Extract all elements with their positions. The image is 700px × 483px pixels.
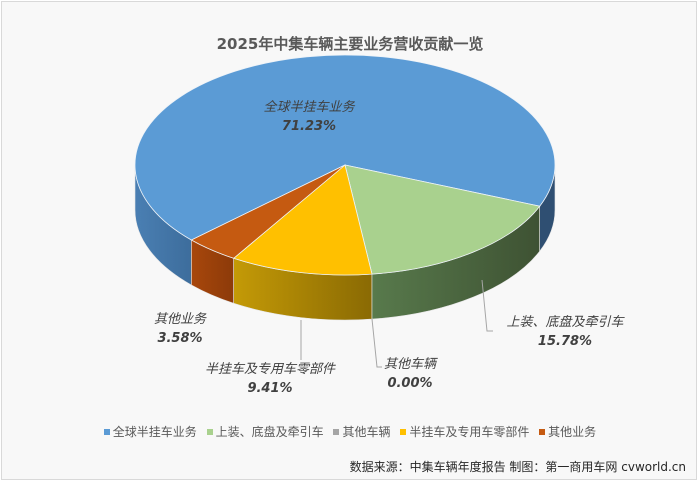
legend-label: 半挂车及专用车零部件 — [409, 425, 530, 439]
data-label-upper-body: 上装、底盘及牵引车 15.78% — [490, 313, 640, 351]
legend-item-global-semitrailer[interactable]: 全球半挂车业务 — [103, 423, 197, 440]
legend-swatch — [400, 428, 407, 435]
slice-global-semitrailer[interactable] — [134, 54, 556, 241]
chart-legend: 全球半挂车业务 上装、底盘及牵引车 其他车辆 半挂车及专用车零部件 其他业务 — [0, 423, 700, 440]
label-name: 上装、底盘及牵引车 — [506, 315, 624, 330]
label-percent: 71.23% — [281, 119, 337, 134]
label-percent: 0.00% — [387, 376, 433, 391]
data-label-parts: 半挂车及专用车零部件 9.41% — [185, 360, 355, 398]
label-name: 半挂车及专用车零部件 — [204, 362, 335, 377]
leader-line-upper-body — [481, 279, 493, 332]
label-name: 全球半挂车业务 — [263, 100, 355, 115]
legend-label: 其他车辆 — [342, 425, 391, 439]
legend-item-parts[interactable]: 半挂车及专用车零部件 — [400, 423, 529, 440]
legend-swatch — [539, 428, 546, 435]
legend-item-other-vehicles[interactable]: 其他车辆 — [333, 423, 391, 440]
legend-label: 其他业务 — [548, 425, 597, 439]
label-name: 其他业务 — [153, 312, 206, 327]
chart-title: 2025年中集车辆主要业务营收贡献一览 — [216, 35, 484, 53]
slice-upper-body[interactable] — [344, 164, 541, 275]
slice-parts[interactable] — [232, 164, 373, 276]
data-label-other-business: 其他业务 3.58% — [140, 310, 220, 348]
legend-item-upper-body[interactable]: 上装、底盘及牵引车 — [206, 423, 324, 440]
label-percent: 9.41% — [247, 381, 293, 396]
label-name: 其他车辆 — [383, 357, 436, 372]
legend-swatch — [206, 428, 213, 435]
legend-label: 全球半挂车业务 — [112, 425, 197, 439]
leader-line-other-vehicles — [371, 318, 382, 368]
source-note: 数据来源：中集车辆年度报告 制图：第一商用车网 cvworld.cn — [349, 460, 686, 474]
slice-other-business[interactable] — [190, 164, 346, 259]
legend-item-other-business[interactable]: 其他业务 — [539, 423, 596, 440]
label-percent: 15.78% — [537, 334, 593, 349]
legend-swatch — [333, 428, 340, 435]
label-percent: 3.58% — [157, 331, 203, 346]
legend-swatch — [103, 428, 110, 435]
legend-label: 上装、底盘及牵引车 — [215, 425, 324, 439]
data-label-other-vehicles: 其他车辆 0.00% — [375, 355, 445, 393]
data-label-global-semitrailer: 全球半挂车业务 71.23% — [244, 98, 374, 136]
